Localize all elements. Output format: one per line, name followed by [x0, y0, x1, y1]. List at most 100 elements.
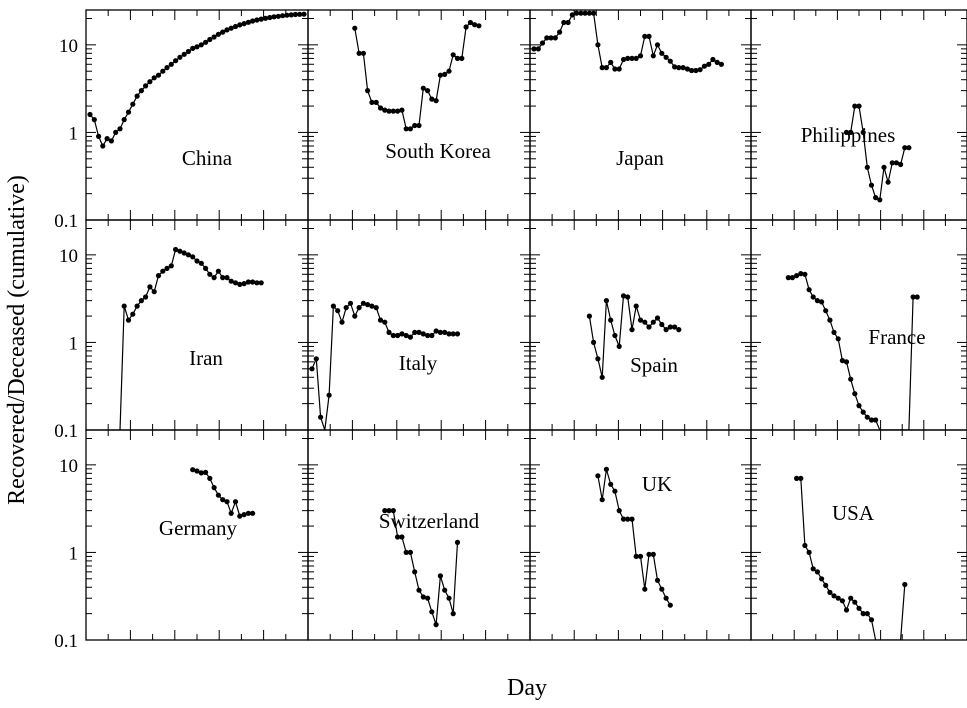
data-point — [637, 317, 644, 323]
data-point — [399, 534, 405, 540]
data-point — [403, 126, 409, 132]
data-point — [245, 510, 251, 516]
data-point — [535, 46, 541, 52]
data-point — [472, 22, 478, 28]
data-point — [198, 260, 204, 266]
data-point — [228, 25, 234, 31]
data-point — [168, 263, 174, 269]
data-point — [877, 197, 883, 203]
data-point — [463, 24, 469, 30]
series-line — [846, 105, 909, 201]
data-point — [839, 598, 846, 604]
data-point — [237, 22, 243, 28]
data-point — [868, 617, 875, 623]
data-point — [539, 40, 546, 46]
panel-frame — [307, 9, 531, 221]
data-point — [125, 109, 132, 115]
data-point — [835, 336, 841, 342]
data-point — [637, 553, 644, 560]
data-point — [620, 293, 627, 299]
data-point — [889, 160, 895, 166]
data-point — [297, 11, 303, 17]
data-point — [395, 332, 401, 339]
data-point — [625, 516, 631, 522]
series-japan — [531, 10, 725, 74]
data-point — [343, 305, 349, 311]
panel-china: China 0.1 1 10 — [54, 9, 309, 232]
data-point — [258, 16, 264, 22]
data-point — [650, 319, 656, 325]
series-germany — [190, 467, 256, 519]
data-point — [386, 508, 392, 514]
data-point — [902, 145, 908, 151]
data-point — [914, 294, 920, 300]
panel-label-uk: UK — [642, 472, 672, 496]
panel-label-spain: Spain — [630, 353, 678, 377]
data-point — [599, 374, 605, 380]
data-point — [860, 409, 866, 415]
data-point — [654, 42, 661, 48]
data-point — [629, 516, 635, 522]
data-point — [185, 252, 191, 258]
data-point — [902, 581, 908, 588]
panel-label-italy: Italy — [399, 351, 438, 375]
data-point — [595, 356, 601, 362]
data-point — [262, 15, 269, 21]
data-point — [267, 14, 273, 21]
panel-label-switzerland: Switzerland — [379, 509, 480, 533]
data-point — [864, 414, 870, 420]
data-point — [190, 467, 196, 473]
panel-frame — [307, 429, 531, 641]
data-point — [177, 54, 183, 60]
data-point — [134, 93, 140, 99]
data-point — [637, 53, 644, 59]
panel-iran: Iran 0.1 1 10 — [54, 219, 309, 442]
data-point — [352, 313, 358, 319]
data-point — [190, 254, 196, 260]
data-point — [390, 332, 396, 339]
panel-frame — [307, 219, 531, 431]
data-point — [873, 417, 879, 423]
data-point — [642, 319, 648, 325]
data-point — [313, 356, 319, 362]
data-point — [612, 332, 618, 339]
series-south-korea — [352, 19, 482, 132]
series-line — [119, 248, 262, 430]
data-point — [309, 366, 315, 372]
data-point — [207, 271, 213, 277]
data-point — [138, 298, 144, 304]
data-point — [250, 279, 256, 285]
data-point — [254, 280, 260, 286]
data-point — [806, 549, 812, 556]
data-point — [603, 298, 610, 304]
data-point — [616, 343, 622, 349]
data-point — [848, 595, 854, 601]
data-point — [642, 586, 648, 592]
panel-label-china: China — [182, 146, 233, 170]
data-point — [121, 303, 127, 309]
data-point — [454, 55, 461, 62]
data-point — [852, 103, 858, 109]
data-point — [429, 96, 435, 102]
panel-italy: Italy — [307, 219, 531, 431]
data-point — [868, 417, 875, 423]
data-point — [288, 12, 294, 18]
data-point — [616, 66, 622, 72]
data-point — [108, 138, 114, 144]
data-point — [241, 21, 247, 27]
data-point — [117, 126, 123, 132]
data-point — [198, 42, 204, 48]
data-point — [228, 278, 234, 284]
data-point — [450, 611, 456, 617]
data-point — [373, 99, 379, 105]
data-point — [659, 321, 665, 328]
data-point — [873, 195, 879, 201]
data-point — [207, 475, 213, 481]
data-point — [578, 10, 584, 16]
panel-usa: USA — [750, 429, 967, 641]
data-point — [407, 334, 413, 340]
panel-frame — [750, 219, 967, 431]
data-point — [548, 35, 554, 41]
data-point — [407, 126, 413, 132]
data-point — [646, 33, 652, 40]
